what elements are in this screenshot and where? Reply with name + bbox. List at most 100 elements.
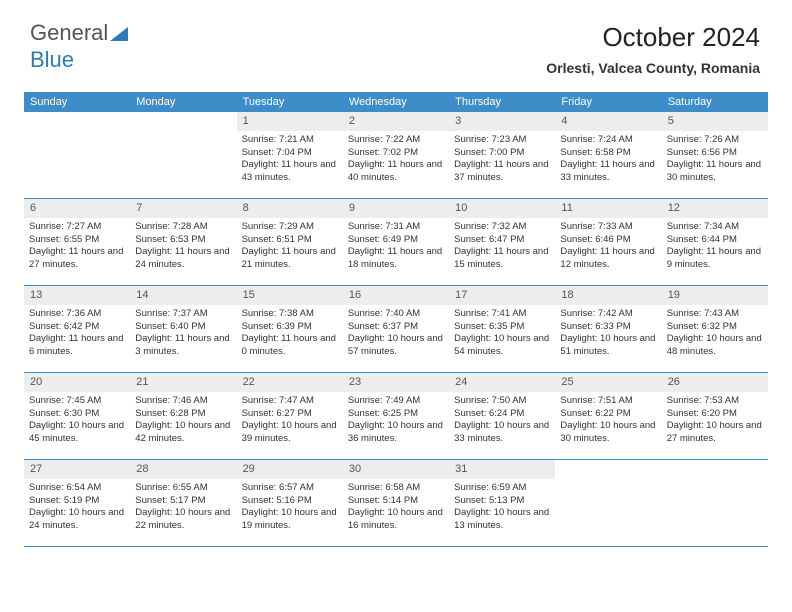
day-detail: Sunrise: 7:50 AMSunset: 6:24 PMDaylight:… [449,392,555,451]
day-number: 1 [237,112,343,131]
day-cell: 29Sunrise: 6:57 AMSunset: 5:16 PMDayligh… [237,460,343,546]
week-row: 13Sunrise: 7:36 AMSunset: 6:42 PMDayligh… [24,286,768,373]
day-number: 12 [662,199,768,218]
weekday-header-row: SundayMondayTuesdayWednesdayThursdayFrid… [24,92,768,112]
day-cell: 16Sunrise: 7:40 AMSunset: 6:37 PMDayligh… [343,286,449,372]
day-cell: 30Sunrise: 6:58 AMSunset: 5:14 PMDayligh… [343,460,449,546]
day-detail: Sunrise: 7:28 AMSunset: 6:53 PMDaylight:… [130,218,236,277]
weekday-header: Saturday [662,92,768,112]
day-number: 17 [449,286,555,305]
page-title: October 2024 [602,22,760,53]
day-cell: 10Sunrise: 7:32 AMSunset: 6:47 PMDayligh… [449,199,555,285]
day-detail: Sunrise: 7:29 AMSunset: 6:51 PMDaylight:… [237,218,343,277]
day-cell: 1Sunrise: 7:21 AMSunset: 7:04 PMDaylight… [237,112,343,198]
day-number: 11 [555,199,661,218]
day-cell: 28Sunrise: 6:55 AMSunset: 5:17 PMDayligh… [130,460,236,546]
day-detail: Sunrise: 7:38 AMSunset: 6:39 PMDaylight:… [237,305,343,364]
day-number: 29 [237,460,343,479]
day-detail: Sunrise: 7:23 AMSunset: 7:00 PMDaylight:… [449,131,555,190]
day-detail: Sunrise: 7:33 AMSunset: 6:46 PMDaylight:… [555,218,661,277]
day-detail: Sunrise: 6:58 AMSunset: 5:14 PMDaylight:… [343,479,449,538]
day-cell: 24Sunrise: 7:50 AMSunset: 6:24 PMDayligh… [449,373,555,459]
day-detail: Sunrise: 7:53 AMSunset: 6:20 PMDaylight:… [662,392,768,451]
day-detail: Sunrise: 7:32 AMSunset: 6:47 PMDaylight:… [449,218,555,277]
day-detail: Sunrise: 7:49 AMSunset: 6:25 PMDaylight:… [343,392,449,451]
day-cell: 17Sunrise: 7:41 AMSunset: 6:35 PMDayligh… [449,286,555,372]
week-row: 27Sunrise: 6:54 AMSunset: 5:19 PMDayligh… [24,460,768,547]
day-detail: Sunrise: 7:22 AMSunset: 7:02 PMDaylight:… [343,131,449,190]
weekday-header: Thursday [449,92,555,112]
day-cell: 20Sunrise: 7:45 AMSunset: 6:30 PMDayligh… [24,373,130,459]
day-cell [662,460,768,546]
day-number: 24 [449,373,555,392]
day-cell: 9Sunrise: 7:31 AMSunset: 6:49 PMDaylight… [343,199,449,285]
day-detail: Sunrise: 6:57 AMSunset: 5:16 PMDaylight:… [237,479,343,538]
day-detail: Sunrise: 6:55 AMSunset: 5:17 PMDaylight:… [130,479,236,538]
weekday-header: Monday [130,92,236,112]
day-number: 4 [555,112,661,131]
day-number: 31 [449,460,555,479]
day-cell: 18Sunrise: 7:42 AMSunset: 6:33 PMDayligh… [555,286,661,372]
day-detail: Sunrise: 7:40 AMSunset: 6:37 PMDaylight:… [343,305,449,364]
day-number: 18 [555,286,661,305]
weekday-header: Wednesday [343,92,449,112]
weekday-header: Friday [555,92,661,112]
day-number: 7 [130,199,236,218]
day-detail: Sunrise: 7:21 AMSunset: 7:04 PMDaylight:… [237,131,343,190]
day-cell: 8Sunrise: 7:29 AMSunset: 6:51 PMDaylight… [237,199,343,285]
logo-text-1: General [30,20,108,45]
weeks-container: 1Sunrise: 7:21 AMSunset: 7:04 PMDaylight… [24,112,768,547]
week-row: 1Sunrise: 7:21 AMSunset: 7:04 PMDaylight… [24,112,768,199]
weekday-header: Sunday [24,92,130,112]
day-detail: Sunrise: 7:43 AMSunset: 6:32 PMDaylight:… [662,305,768,364]
day-cell: 23Sunrise: 7:49 AMSunset: 6:25 PMDayligh… [343,373,449,459]
day-number: 9 [343,199,449,218]
day-detail: Sunrise: 7:26 AMSunset: 6:56 PMDaylight:… [662,131,768,190]
day-number: 28 [130,460,236,479]
day-cell [555,460,661,546]
day-number: 30 [343,460,449,479]
day-number: 10 [449,199,555,218]
day-number: 21 [130,373,236,392]
day-number: 27 [24,460,130,479]
day-number: 20 [24,373,130,392]
day-number: 16 [343,286,449,305]
day-cell: 5Sunrise: 7:26 AMSunset: 6:56 PMDaylight… [662,112,768,198]
day-cell: 11Sunrise: 7:33 AMSunset: 6:46 PMDayligh… [555,199,661,285]
day-cell: 26Sunrise: 7:53 AMSunset: 6:20 PMDayligh… [662,373,768,459]
day-cell: 21Sunrise: 7:46 AMSunset: 6:28 PMDayligh… [130,373,236,459]
calendar: SundayMondayTuesdayWednesdayThursdayFrid… [24,92,768,547]
day-number: 3 [449,112,555,131]
day-cell [24,112,130,198]
day-cell: 7Sunrise: 7:28 AMSunset: 6:53 PMDaylight… [130,199,236,285]
day-detail: Sunrise: 7:24 AMSunset: 6:58 PMDaylight:… [555,131,661,190]
day-cell: 6Sunrise: 7:27 AMSunset: 6:55 PMDaylight… [24,199,130,285]
day-cell: 31Sunrise: 6:59 AMSunset: 5:13 PMDayligh… [449,460,555,546]
day-cell: 15Sunrise: 7:38 AMSunset: 6:39 PMDayligh… [237,286,343,372]
day-cell: 19Sunrise: 7:43 AMSunset: 6:32 PMDayligh… [662,286,768,372]
day-cell: 2Sunrise: 7:22 AMSunset: 7:02 PMDaylight… [343,112,449,198]
day-number: 22 [237,373,343,392]
logo-triangle-icon [110,21,128,47]
day-cell: 22Sunrise: 7:47 AMSunset: 6:27 PMDayligh… [237,373,343,459]
logo: General Blue [30,20,128,73]
day-detail: Sunrise: 7:37 AMSunset: 6:40 PMDaylight:… [130,305,236,364]
day-detail: Sunrise: 7:46 AMSunset: 6:28 PMDaylight:… [130,392,236,451]
day-number: 8 [237,199,343,218]
day-cell: 3Sunrise: 7:23 AMSunset: 7:00 PMDaylight… [449,112,555,198]
day-cell: 12Sunrise: 7:34 AMSunset: 6:44 PMDayligh… [662,199,768,285]
day-number: 25 [555,373,661,392]
day-detail: Sunrise: 7:31 AMSunset: 6:49 PMDaylight:… [343,218,449,277]
day-detail: Sunrise: 7:51 AMSunset: 6:22 PMDaylight:… [555,392,661,451]
day-detail: Sunrise: 7:27 AMSunset: 6:55 PMDaylight:… [24,218,130,277]
day-cell: 14Sunrise: 7:37 AMSunset: 6:40 PMDayligh… [130,286,236,372]
day-detail: Sunrise: 6:59 AMSunset: 5:13 PMDaylight:… [449,479,555,538]
day-number: 15 [237,286,343,305]
day-cell: 4Sunrise: 7:24 AMSunset: 6:58 PMDaylight… [555,112,661,198]
day-detail: Sunrise: 7:41 AMSunset: 6:35 PMDaylight:… [449,305,555,364]
day-number: 23 [343,373,449,392]
day-detail: Sunrise: 6:54 AMSunset: 5:19 PMDaylight:… [24,479,130,538]
day-number: 5 [662,112,768,131]
logo-text-2: Blue [30,47,74,72]
day-cell: 13Sunrise: 7:36 AMSunset: 6:42 PMDayligh… [24,286,130,372]
